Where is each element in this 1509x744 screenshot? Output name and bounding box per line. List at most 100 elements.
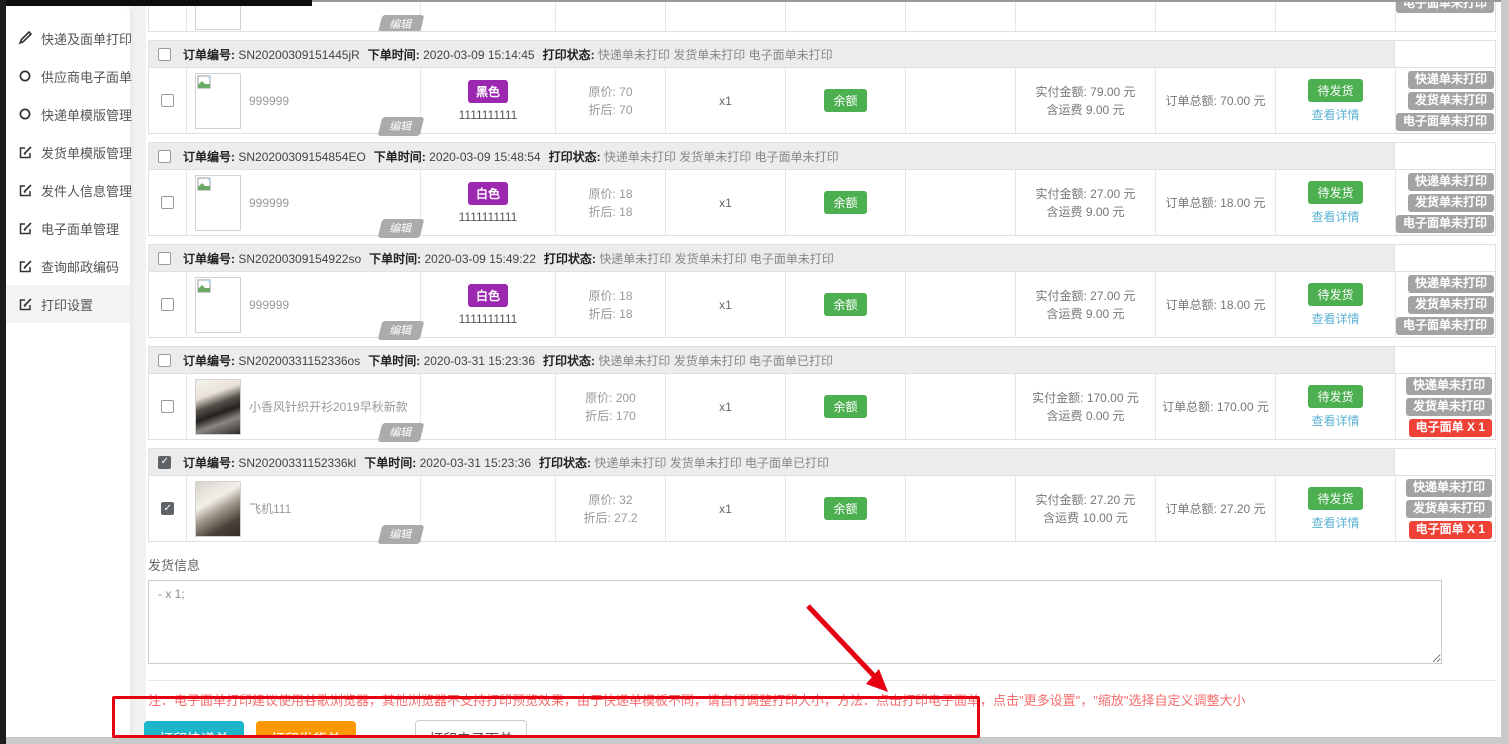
delivery-print-status-button[interactable]: 发货单未打印 [1405,499,1492,518]
sidebar-item-label: 快递单模版管理 [41,107,133,123]
row-select-checkbox[interactable] [161,400,174,413]
status-badge: 待发货 [1308,180,1363,204]
disc-price: 27.2 [614,510,638,525]
freight-amount: 10.00 元 [1082,510,1128,525]
sidebar-item-postcode-query[interactable]: 查询邮政编码 [6,247,130,285]
express-print-status-button[interactable]: 快递单未打印 [1408,172,1495,191]
delivery-print-status-button[interactable]: 发货单未打印 [1408,295,1495,314]
broken-image-icon [197,279,211,292]
sidebar: 快递及面单打印 供应商电子面单 快递单模版管理 发货单模版管理 发件人信息管理 [6,5,133,737]
shipping-info-textarea[interactable]: - x 1; [148,580,1442,664]
window-right-edge [1501,0,1509,744]
express-print-status-button[interactable]: 快递单未打印 [1408,70,1495,89]
freight-amount: 9.00 元 [1085,204,1125,219]
view-detail-link[interactable]: 查看详情 [1311,515,1360,530]
view-detail-link[interactable]: 查看详情 [1311,209,1360,224]
delivery-print-status-button[interactable]: 发货单未打印 [1405,397,1492,416]
order-header: 订单编号: SN20200309151445jR 下单时间: 2020-03-09… [148,40,1496,68]
color-badge: 白色 [467,181,508,205]
print-status-text: 快递单未打印 发货单未打印 电子面单已打印 [594,455,830,470]
disc-price: 18 [619,204,633,219]
sidebar-item-supplier-eticket[interactable]: 供应商电子面单 [6,57,133,95]
edit-tag[interactable]: 编辑 [377,321,425,340]
sidebar-item-express-print[interactable]: 快递及面单打印 [6,19,132,57]
print-status-text: 快递单未打印 发货单未打印 电子面单已打印 [598,353,834,368]
order-time: 2020-03-31 15:23:36 [419,455,532,470]
broken-image-icon [197,177,211,190]
order-number: SN20200331152336kl [238,455,357,470]
order-time: 2020-03-09 15:14:45 [423,47,535,62]
eticket-print-status-button[interactable]: 电子面单未打印 [1396,214,1495,233]
order-row: 飞机111 编辑 原价: 32 折后: 27.2 x1 余额 实付金额: 27.… [148,476,1496,544]
eticket-print-status-button[interactable]: 电子面单 X 1 [1408,520,1492,539]
row-select-checkbox[interactable] [161,298,174,311]
product-photo [195,378,241,435]
edit-tag[interactable]: 编辑 [377,423,425,442]
total-amount: 18.00 元 [1220,196,1266,210]
order-row: 999999 编辑 白色 1111111111 原价: 18 折后: 18 x1… [148,170,1496,238]
edit-tag[interactable]: 编辑 [377,219,425,238]
order-time: 2020-03-09 15:48:54 [429,149,541,164]
order-block: 订单编号: SN20200309151445jR 下单时间: 2020-03-09… [148,40,1496,136]
order-select-checkbox[interactable] [158,149,171,163]
sidebar-gutter [130,0,146,737]
order-number: SN20200309154922so [238,251,362,266]
order-select-checkbox[interactable] [158,353,171,367]
order-number: SN20200331152336os [238,353,361,368]
order-select-checkbox[interactable] [158,47,171,61]
color-badge: 黑色 [467,79,508,103]
sidebar-item-label: 发件人信息管理 [41,183,133,199]
order-block: 订单编号: SN20200309154854EO 下单时间: 2020-03-09… [148,142,1496,238]
order-header: 订单编号: SN20200331152336os 下单时间: 2020-03-31… [148,346,1496,374]
freight-amount: 0.00 元 [1085,408,1125,423]
row-select-checkbox[interactable] [161,502,174,515]
orig-price: 18 [619,186,633,201]
sidebar-item-delivery-template[interactable]: 发货单模版管理 [6,133,132,171]
orig-price: 70 [619,84,633,99]
row-select-checkbox[interactable] [161,94,174,107]
window-bottom-edge [0,737,1509,744]
broken-image-icon [197,75,211,88]
row-select-checkbox[interactable] [161,196,174,209]
freight-amount: 9.00 元 [1085,306,1125,321]
delivery-print-status-button[interactable]: 发货单未打印 [1408,193,1495,212]
freight-amount: 9.00 元 [1085,102,1125,117]
order-select-checkbox[interactable] [158,251,171,265]
edit-tag[interactable]: 编辑 [377,525,425,544]
eticket-print-status-button[interactable]: 电子面单 X 1 [1408,418,1492,437]
order-select-checkbox[interactable] [158,455,171,469]
sidebar-item-express-template[interactable]: 快递单模版管理 [6,95,133,133]
view-detail-link[interactable]: 查看详情 [1311,311,1360,326]
eticket-print-status-button[interactable]: 电子面单未打印 [1396,316,1495,335]
order-number: SN20200309151445jR [238,47,360,62]
sidebar-item-label: 供应商电子面单 [41,69,133,85]
view-detail-link[interactable]: 查看详情 [1311,413,1360,428]
eticket-status-button[interactable]: 电子面单未打印 [1396,2,1495,13]
edit-tag[interactable]: 编辑 [377,15,425,31]
express-print-status-button[interactable]: 快递单未打印 [1405,478,1492,497]
orig-price: 18 [619,288,633,303]
sidebar-item-print-settings[interactable]: 打印设置 [6,285,130,323]
sku-text: 1111111111 [458,209,518,224]
orig-price: 32 [619,492,633,507]
view-detail-link[interactable]: 查看详情 [1311,107,1360,122]
express-print-status-button[interactable]: 快递单未打印 [1408,274,1495,293]
sidebar-item-label: 查询邮政编码 [41,259,120,275]
print-status-text: 快递单未打印 发货单未打印 电子面单未打印 [603,149,839,164]
edit-icon [18,259,32,273]
order-block: 订单编号: SN20200331152336os 下单时间: 2020-03-31… [148,346,1496,442]
divider [148,680,1496,681]
edit-icon [18,297,32,311]
delivery-print-status-button[interactable]: 发货单未打印 [1408,91,1495,110]
sidebar-item-sender-info[interactable]: 发件人信息管理 [6,171,133,209]
disc-price: 18 [619,306,633,321]
product-image-broken [195,72,241,129]
sidebar-item-eticket-manage[interactable]: 电子面单管理 [6,209,130,247]
shipping-info-label: 发货信息 [148,558,201,573]
express-print-status-button[interactable]: 快递单未打印 [1405,376,1492,395]
eticket-print-status-button[interactable]: 电子面单未打印 [1396,112,1495,131]
total-amount: 170.00 元 [1216,400,1269,414]
edit-tag[interactable]: 编辑 [377,117,425,136]
